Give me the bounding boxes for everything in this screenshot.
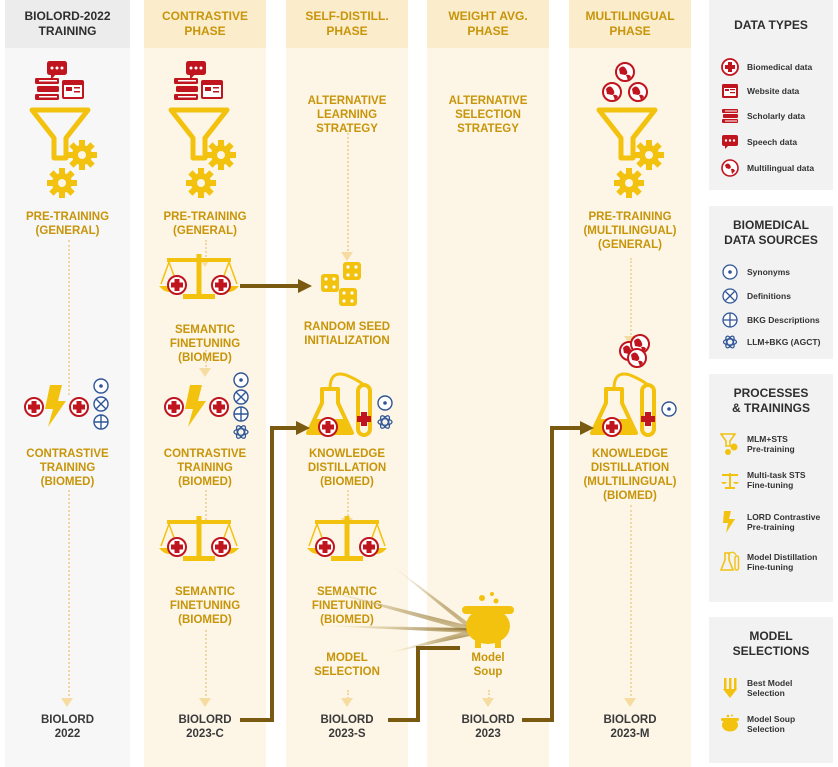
contrastive-training-label: CONTRASTIVE TRAINING (BIOMED) (26, 448, 109, 488)
model-soup-label: Model Soup (471, 652, 505, 678)
legend-item: LLM+BKG (AGCT) (719, 334, 829, 350)
scale-icon (306, 515, 388, 562)
semantic-finetuning-label: SEMANTIC FINETUNING (BIOMED) (169, 324, 241, 364)
scale-icon (719, 470, 741, 490)
arrow-heads (296, 279, 594, 435)
cauldron-icon (462, 592, 514, 648)
legend-item: Multilingual data (719, 159, 829, 177)
legend-item: Multi-task STS Fine-tuning (719, 470, 829, 490)
circle-x-icon (719, 288, 741, 304)
circle-dot-icon (719, 264, 741, 280)
column-header: CONTRASTIVE PHASE (144, 0, 266, 48)
llm-knot-icon (719, 334, 741, 350)
column-multilingual-phase: MULTILINGUAL PHASE PRE-TRAINING (MULTILING… (569, 0, 691, 767)
model-label: BIOLORD 2023 (461, 714, 515, 740)
legend-item: MLM+STS Pre-training (719, 432, 829, 456)
knowledge-distillation-label: KNOWLEDGE DISTILLATION (MULTILINGUAL) (BIOM… (583, 448, 677, 502)
data-types-panel: DATA TYPES Biomedical data Website data … (709, 0, 833, 190)
flask-icon (590, 334, 677, 437)
column-contrastive-phase: CONTRASTIVE PHASE PRE-TRAINING (GENERAL) S… (144, 0, 266, 767)
column-header: BIOLORD-2022 TRAINING (5, 0, 130, 48)
dice-icon (321, 262, 361, 306)
circle-plus-icon (719, 312, 741, 328)
scale-icon (158, 515, 240, 562)
books-icon (719, 108, 741, 124)
contrastive-training-label: CONTRASTIVE TRAINING (BIOMED) (163, 448, 247, 488)
biomedical-sources-panel: BIOMEDICAL DATA SOURCES Synonyms Definiti… (709, 206, 833, 359)
pretraining-label: PRE-TRAINING (GENERAL) (25, 211, 110, 237)
data-icons-group (35, 61, 84, 100)
lightning-icon (719, 510, 741, 534)
legend-item: Model Distillation Fine-tuning (719, 550, 829, 574)
legend-item: Website data (719, 83, 829, 99)
soup-rays (305, 560, 470, 655)
speech-bubble-icon (719, 134, 741, 150)
column-header: MULTILINGUAL PHASE (569, 0, 691, 48)
column-header: SELF-DISTILL. PHASE (286, 0, 408, 48)
flask-icon (719, 550, 741, 574)
flask-icon (306, 372, 393, 437)
model-label: BIOLORD 2023-S (320, 714, 374, 740)
processes-panel: PROCESSES & TRAININGS MLM+STS Pre-training… (709, 374, 833, 602)
legend-item: Speech data (719, 134, 829, 150)
legend-item: Model Soup Selection (719, 714, 829, 734)
semantic-finetuning-label: SEMANTIC FINETUNING (BIOMED) (169, 586, 241, 626)
down-arrows (61, 252, 636, 707)
funnel-gears-icon (599, 110, 664, 198)
data-icons-group (174, 61, 223, 100)
scale-icon (158, 253, 240, 300)
legend-item: Biomedical data (719, 58, 829, 76)
globe-icon (719, 159, 741, 177)
legend-item: Best Model Selection (719, 677, 829, 699)
legend-item: LORD Contrastive Pre-training (719, 510, 829, 534)
model-selection-label: MODEL SELECTION (314, 652, 380, 678)
cauldron-icon (719, 714, 741, 734)
funnel-gears-icon (32, 110, 97, 198)
column-weight-avg-phase: WEIGHT AVG. PHASE ALTERNATIVE SELECTION STR… (427, 0, 549, 767)
column-header: WEIGHT AVG. PHASE (427, 0, 549, 48)
globes-icon-group (602, 62, 648, 102)
legend-item: Synonyms (719, 264, 829, 280)
flow-arrows (240, 284, 582, 722)
alternative-strategy-label: ALTERNATIVE SELECTION STRATEGY (448, 95, 528, 135)
panel-title: PROCESSES & TRAININGS (732, 386, 810, 415)
funnel-gears-icon (719, 432, 741, 456)
legend-item: Scholarly data (719, 108, 829, 124)
panel-title: BIOMEDICAL DATA SOURCES (724, 218, 818, 247)
model-label: BIOLORD 2023-C (178, 714, 232, 740)
panel-title: MODEL SELECTIONS (732, 629, 810, 658)
alternative-strategy-label: ALTERNATIVE LEARNING STRATEGY (307, 95, 387, 135)
website-icon (719, 83, 741, 99)
model-selections-panel: MODEL SELECTIONS Best Model Selection Mode… (709, 617, 833, 763)
pretraining-label: PRE-TRAINING (MULTILINGUAL) (GENERAL) (583, 211, 677, 251)
model-label: BIOLORD 2022 (40, 714, 95, 740)
legend-item: BKG Descriptions (719, 312, 829, 328)
best-model-arrows-icon (719, 677, 741, 699)
panel-title: DATA TYPES (734, 18, 808, 32)
semantic-finetuning-label: SEMANTIC FINETUNING (BIOMED) (311, 586, 383, 626)
funnel-gears-icon (171, 110, 236, 198)
biomedical-cross-icon (719, 58, 741, 76)
contrastive-icon-group (164, 372, 249, 441)
knowledge-distillation-label: KNOWLEDGE DISTILLATION (BIOMED) (307, 448, 387, 488)
model-label: BIOLORD 2023-M (603, 714, 657, 740)
legend-item: Definitions (719, 288, 829, 304)
pretraining-label: PRE-TRAINING (GENERAL) (163, 211, 247, 237)
contrastive-icon-group (24, 378, 109, 430)
random-seed-label: RANDOM SEED INITIALIZATION (303, 321, 391, 347)
